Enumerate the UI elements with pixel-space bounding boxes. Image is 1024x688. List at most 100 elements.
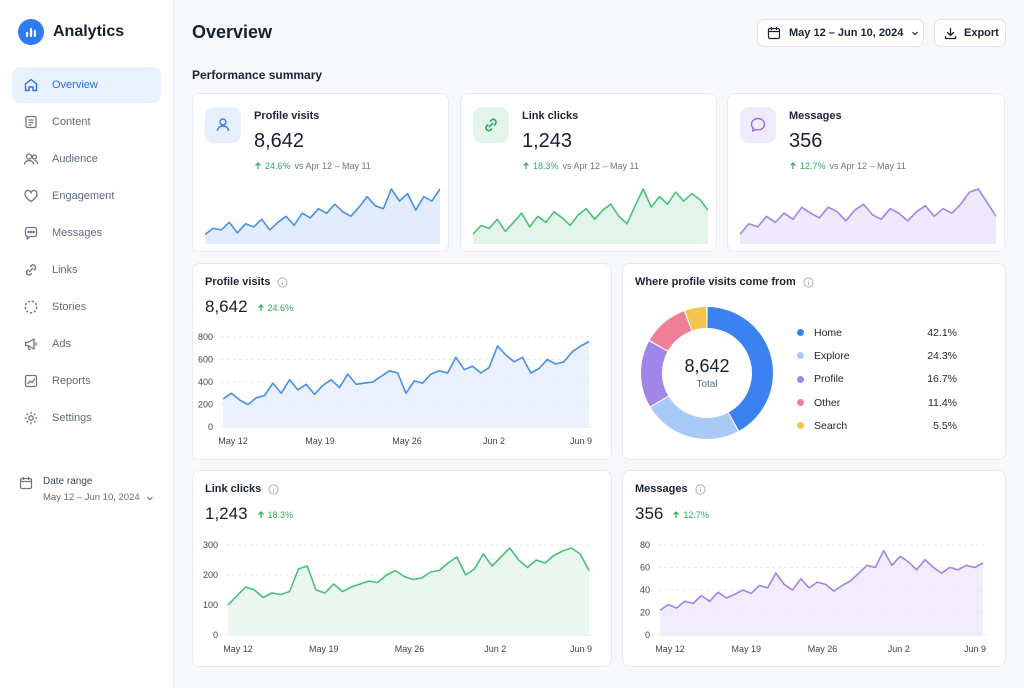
sidebar-item-ads[interactable]: Ads	[12, 326, 161, 362]
x-tick-label: May 12	[655, 644, 685, 654]
x-tick-label: May 12	[223, 644, 253, 654]
sidebar-item-label: Links	[52, 264, 78, 276]
chevron-down-icon	[911, 29, 919, 37]
gear-icon	[23, 410, 39, 426]
calendar-icon	[767, 26, 781, 40]
series-area	[660, 550, 983, 635]
megaphone-icon	[23, 336, 39, 352]
summary-card-messages[interactable]: Messages 356 12.7% vs Apr 12 – May 11	[727, 93, 1005, 252]
x-tick-label: May 19	[731, 644, 761, 654]
donut-center: 8,642 Total	[641, 304, 773, 438]
sparkline-line	[473, 188, 708, 235]
sparkline-line	[205, 188, 440, 236]
sidebar-item-label: Overview	[52, 79, 98, 91]
sidebar-item-reports[interactable]: Reports	[12, 363, 161, 399]
sidebar-item-stories[interactable]: Stories	[12, 289, 161, 325]
sparkline	[473, 188, 708, 244]
legend-item: Search 5.5%	[797, 414, 957, 437]
arrow-up-icon	[672, 511, 680, 519]
y-tick-label: 100	[203, 600, 218, 610]
profile-visits-chart-card: 0 200 400 600 800 May 12 May 19 May 26 Jun 2 Jun …	[192, 263, 612, 460]
brand[interactable]: Analytics	[18, 19, 124, 45]
stat-delta-percent: 18.3%	[533, 161, 559, 171]
y-tick-label: 20	[640, 608, 650, 618]
sidebar-item-label: Messages	[52, 227, 103, 239]
legend-name: Home	[814, 326, 843, 339]
sidebar-item-content[interactable]: Content	[12, 104, 161, 140]
y-tick-label: 300	[203, 540, 218, 550]
summary-card-profile-visits[interactable]: Profile visits 8,642 24.6% vs Apr 12 – M…	[192, 93, 449, 252]
chart-icon	[23, 373, 39, 389]
stat-value: 356	[789, 130, 823, 152]
chart-delta-percent: 12.7%	[683, 510, 709, 520]
sidebar-item-settings[interactable]: Settings	[12, 400, 161, 436]
y-tick-label: 40	[640, 585, 650, 595]
info-icon[interactable]	[277, 276, 289, 288]
legend-dot	[797, 399, 804, 407]
sidebar-date-range[interactable]: Date range May 12 – Jun 10, 2024	[19, 476, 154, 503]
stat-delta: 18.3% vs Apr 12 – May 11	[522, 161, 639, 171]
y-tick-label: 60	[640, 563, 650, 573]
sparkline-area	[740, 189, 996, 244]
legend-name: Explore	[814, 349, 850, 362]
info-icon[interactable]	[694, 483, 706, 495]
info-icon[interactable]	[268, 483, 279, 495]
info-icon[interactable]	[803, 276, 814, 288]
sidebar-item-overview[interactable]: Overview	[12, 67, 161, 103]
stories-icon	[23, 299, 39, 315]
y-tick-label: 600	[198, 355, 213, 365]
chart-value: 356	[635, 504, 664, 523]
sidebar-item-links[interactable]: Links	[12, 252, 161, 288]
y-tick-label: 800	[198, 332, 213, 342]
profile-visits-chart: 0 200 400 600 800 May 12 May 19 May 26 Jun 2 Jun …	[198, 332, 593, 446]
legend-dot	[797, 329, 804, 337]
sidebar-nav: Overview Content Audience Engagement Mes…	[12, 67, 161, 437]
date-range-title: Date range	[43, 476, 93, 487]
download-icon	[944, 27, 957, 40]
x-tick-label: May 26	[395, 644, 425, 654]
series-line	[659, 549, 984, 611]
stat-label: Messages	[789, 110, 842, 122]
x-tick-label: Jun 9	[964, 644, 986, 654]
sparkline-line	[740, 188, 996, 235]
app-name: Analytics	[53, 23, 125, 40]
stat-value: 1,243	[522, 130, 573, 152]
messages-chart-card: 0 20 40 60 80 May 12 May 19 May 26 Jun 2 Jun 9 Me…	[622, 470, 1006, 667]
sidebar-item-audience[interactable]: Audience	[12, 141, 161, 177]
legend-item: Other 11.4%	[797, 391, 957, 414]
chart-delta: 18.3%	[257, 510, 294, 520]
chart-value: 8,642	[205, 297, 248, 316]
arrow-up-icon	[257, 511, 265, 519]
y-tick-label: 200	[203, 570, 218, 580]
chart-title: Profile visits	[205, 276, 271, 288]
y-tick-label: 400	[198, 377, 213, 387]
chart-delta-percent: 24.6%	[267, 303, 294, 313]
date-range-value: May 12 – Jun 10, 2024	[43, 492, 140, 503]
y-tick-label: 0	[645, 630, 650, 640]
stat-label: Link clicks	[522, 110, 579, 122]
calendar-icon	[19, 476, 33, 503]
donut-slice-search	[685, 307, 707, 331]
sidebar-item-messages[interactable]: Messages	[12, 215, 161, 251]
stat-compare: vs Apr 12 – May 11	[562, 161, 639, 171]
date-range-label: May 12 – Jun 10, 2024	[789, 27, 904, 39]
date-range-button[interactable]: May 12 – Jun 10, 2024	[757, 19, 924, 47]
export-button[interactable]: Export	[934, 19, 1006, 47]
arrow-up-icon	[254, 162, 262, 170]
stat-compare: vs Apr 12 – May 11	[829, 161, 906, 171]
summary-card-link-clicks[interactable]: Link clicks 1,243 18.3% vs Apr 12 – May …	[460, 93, 717, 252]
series-area	[228, 548, 589, 635]
legend-dot	[797, 352, 804, 360]
x-tick-label: May 26	[392, 436, 422, 446]
y-tick-label: 0	[208, 422, 213, 432]
link-clicks-chart-card: 0 100 200 300 May 12 May 19 May 26 Jun 2 Jun 9 L…	[192, 470, 612, 667]
chart-delta-percent: 18.3%	[267, 510, 294, 520]
home-icon	[23, 77, 39, 93]
legend-percent: 16.7%	[927, 373, 957, 386]
sidebar-item-label: Settings	[52, 412, 92, 424]
section-title: Performance summary	[192, 68, 323, 82]
sidebar-item-engagement[interactable]: Engagement	[12, 178, 161, 214]
stat-value: 8,642	[254, 130, 305, 152]
stat-compare: vs Apr 12 – May 11	[294, 161, 371, 171]
stat-delta: 24.6% vs Apr 12 – May 11	[254, 161, 371, 171]
